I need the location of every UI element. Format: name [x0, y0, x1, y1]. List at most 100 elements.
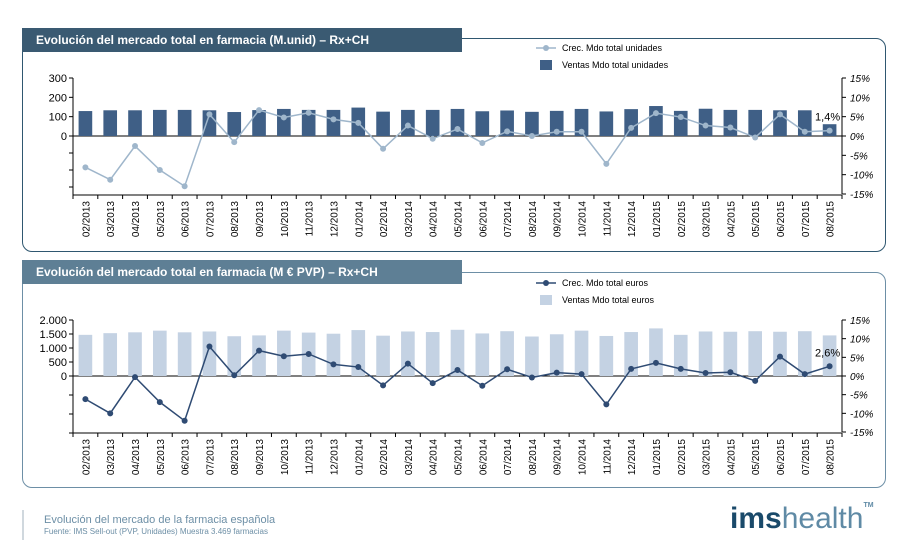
- growth-point: [776, 111, 783, 118]
- category-label: 05/2014: [454, 439, 465, 476]
- category-label: 07/2013: [205, 439, 216, 476]
- bar: [624, 332, 638, 376]
- growth-point: [156, 167, 163, 174]
- left-tick-label: 0: [61, 131, 67, 143]
- right-tick-label: 15%: [850, 74, 870, 85]
- growth-point: [603, 160, 610, 167]
- category-label: 03/2014: [404, 201, 415, 238]
- growth-point: [603, 401, 610, 408]
- growth-point: [826, 363, 833, 370]
- left-tick-label: 0: [61, 371, 67, 383]
- category-label: 07/2014: [503, 439, 514, 476]
- left-tick-label: 2.000: [39, 315, 67, 327]
- category-label: 12/2014: [627, 439, 638, 476]
- right-tick-label: 10%: [850, 335, 870, 346]
- growth-point: [330, 361, 337, 368]
- growth-point: [305, 350, 312, 357]
- right-tick-label: 0%: [850, 132, 865, 143]
- growth-point: [528, 133, 535, 139]
- category-label: 03/2015: [702, 201, 713, 238]
- bar: [128, 110, 142, 136]
- category-label: 02/2013: [81, 439, 92, 476]
- right-tick-label: 10%: [850, 93, 870, 104]
- growth-point: [132, 143, 139, 150]
- bar: [252, 110, 266, 136]
- bar: [525, 111, 539, 136]
- bar: [227, 336, 242, 376]
- growth-point: [578, 128, 585, 135]
- bar: [78, 111, 93, 136]
- legend-line-label: Crec. Mdo total euros: [562, 278, 649, 288]
- units-chart-title: Evolución del mercado total en farmacia …: [22, 28, 462, 52]
- category-label: 08/2014: [528, 439, 539, 476]
- bar: [500, 331, 514, 376]
- category-label: 01/2015: [652, 439, 663, 476]
- category-label: 05/2015: [751, 439, 762, 476]
- growth-point: [578, 371, 585, 378]
- left-tick-label: 100: [49, 112, 67, 124]
- category-label: 04/2014: [429, 201, 440, 238]
- growth-point: [107, 410, 114, 417]
- legend-bar-swatch: [540, 60, 552, 70]
- legend-line-marker: [543, 45, 549, 51]
- right-tick-label: -5%: [850, 391, 868, 402]
- category-label: 06/2013: [181, 201, 192, 238]
- growth-point: [479, 382, 486, 389]
- growth-point: [479, 139, 486, 146]
- growth-point: [752, 377, 759, 384]
- right-tick-label: 5%: [850, 113, 865, 124]
- category-label: 06/2013: [181, 439, 192, 476]
- category-label: 05/2015: [751, 201, 762, 238]
- growth-point: [355, 364, 362, 371]
- bar: [549, 110, 564, 136]
- euros-chart-title: Evolución del mercado total en farmacia …: [22, 260, 462, 284]
- category-label: 04/2013: [131, 201, 142, 238]
- category-label: 04/2015: [726, 201, 737, 238]
- growth-point: [256, 107, 263, 114]
- left-tick-label: 1.000: [39, 343, 67, 355]
- growth-point: [429, 380, 436, 387]
- category-label: 12/2013: [329, 201, 340, 238]
- bar: [351, 330, 366, 376]
- bar: [103, 110, 118, 136]
- right-tick-label: -10%: [850, 171, 873, 182]
- growth-point: [429, 135, 436, 142]
- category-label: 07/2015: [801, 439, 812, 476]
- growth-point: [82, 396, 89, 403]
- bar: [500, 110, 514, 136]
- growth-point: [628, 124, 635, 131]
- growth-point: [156, 399, 163, 406]
- growth-point: [801, 128, 808, 135]
- category-label: 09/2014: [553, 201, 564, 238]
- growth-point: [305, 109, 312, 116]
- growth-point: [355, 119, 362, 126]
- legend-line-marker: [543, 280, 549, 286]
- category-label: 08/2013: [230, 201, 241, 238]
- bar: [748, 109, 762, 136]
- left-tick-label: 500: [49, 357, 67, 369]
- bar: [723, 331, 738, 376]
- category-label: 03/2013: [106, 201, 117, 238]
- growth-point: [380, 145, 387, 152]
- growth-point: [702, 370, 709, 377]
- bar: [748, 331, 762, 376]
- category-label: 03/2015: [702, 439, 713, 476]
- category-label: 01/2014: [354, 201, 365, 238]
- category-label: 07/2015: [801, 201, 812, 238]
- category-label: 11/2013: [305, 201, 316, 237]
- category-label: 06/2014: [478, 439, 489, 476]
- bar: [549, 334, 564, 376]
- left-tick-label: 300: [49, 73, 67, 85]
- bar: [698, 108, 713, 136]
- right-tick-label: -5%: [850, 151, 868, 162]
- growth-point: [553, 369, 560, 376]
- growth-point: [727, 124, 734, 131]
- category-label: 05/2014: [454, 201, 465, 238]
- units-chart: 300 200 100 0 15% 10% 5% 0% -5% -10% -15% 02/2013 03…: [49, 43, 874, 238]
- growth-point: [652, 110, 659, 117]
- bar: [153, 330, 167, 376]
- bar: [599, 335, 614, 376]
- growth-point: [826, 127, 833, 134]
- bar: [624, 109, 638, 136]
- category-label: 08/2015: [826, 201, 837, 238]
